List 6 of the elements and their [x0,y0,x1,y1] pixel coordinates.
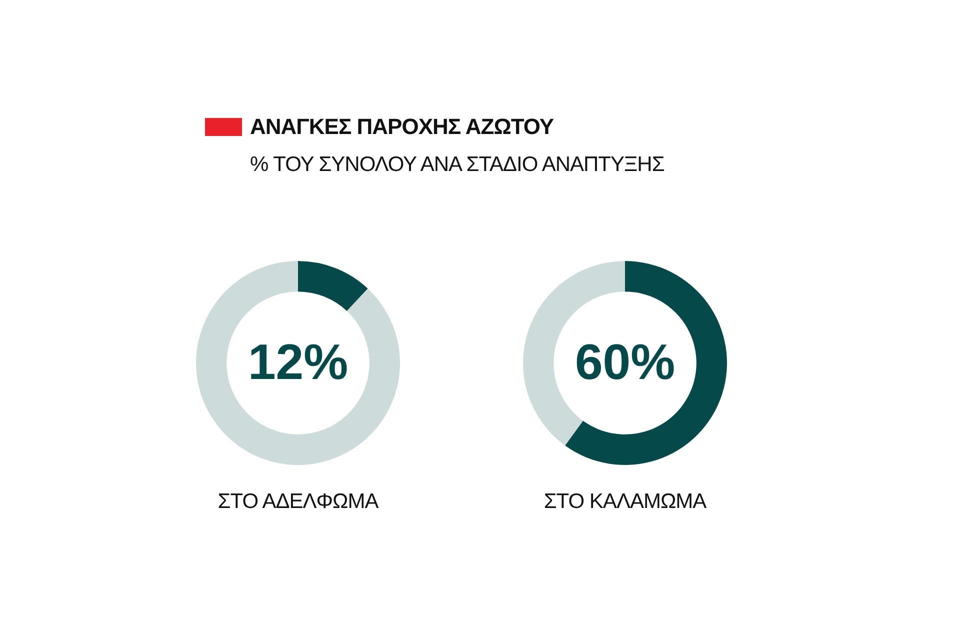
text: ΣΤΟ ΑΔΕΛΦΩΜΑ [216,490,380,514]
data-label: 60% [574,334,676,390]
chart-title: ΑΝΑΓΚΕΣ ΠΑΡΟΧΗΣ ΑΖΩΤΟΥ [250,114,554,140]
data-label: 12% [248,334,348,390]
text: % ΤΟΥ ΣΥΝΟΛΟΥ ΑΝΑ ΣΤΑΔΙΟ ΑΝΑΠΤΥΞΗΣ [250,153,664,177]
text: ΣΤΟ ΚΑΛΑΜΩΜΑ [542,490,708,514]
